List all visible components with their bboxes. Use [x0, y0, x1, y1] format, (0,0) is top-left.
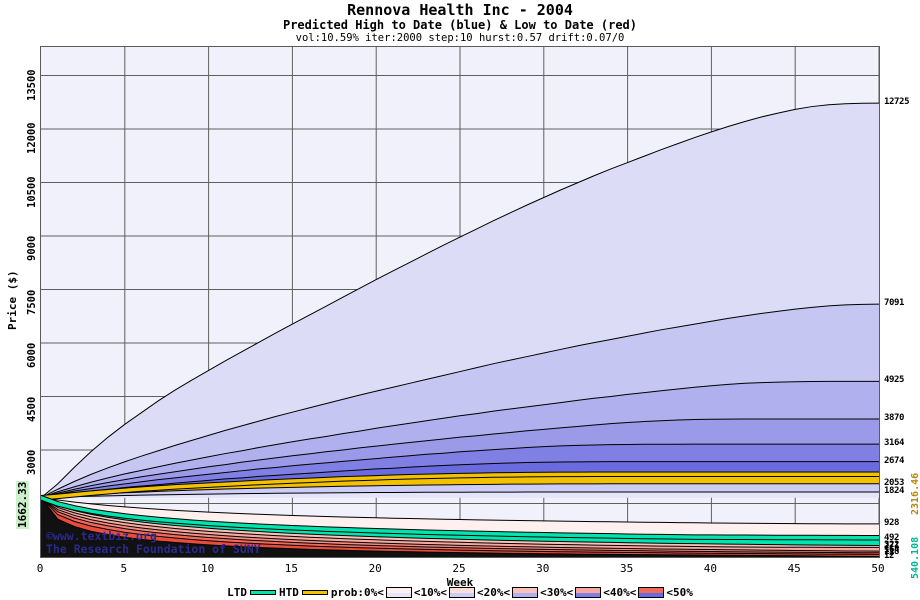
x-tick-35: 35: [619, 562, 634, 575]
y-tick-6000: 6000: [26, 342, 38, 368]
legend-bin-2: <20%<: [476, 586, 511, 599]
end-label-high_p10: 7091: [884, 298, 905, 309]
y-tick-7500: 7500: [26, 289, 38, 315]
x-tick-20: 20: [368, 562, 382, 575]
ltd-value-label: 540.108: [910, 536, 920, 579]
end-label-high_p40: 3164: [884, 438, 905, 449]
legend-bin-5: <50%: [666, 586, 693, 599]
end-label-low_p80: 928: [884, 517, 900, 528]
y-tick-3000: 3000: [26, 449, 38, 475]
end-label-low_p10: 73: [884, 548, 895, 559]
legend-htd-swatch: [301, 590, 328, 595]
legend-swatch-3: [512, 587, 539, 598]
current-price-label: 1662.33: [16, 480, 29, 529]
end-label-low_p70: 492: [884, 533, 900, 544]
y-tick-4500: 4500: [26, 396, 38, 422]
legend-swatch-2: [448, 587, 475, 598]
y-tick-9000: 9000: [26, 235, 38, 262]
chart-title: Rennova Health Inc - 2004: [347, 1, 573, 19]
legend-htd-label: HTD: [279, 586, 299, 599]
y-tick-13500: 13500: [26, 68, 38, 101]
x-tick-30: 30: [536, 562, 550, 575]
x-tick-15: 15: [284, 562, 299, 575]
end-label-high_p30: 3870: [884, 412, 905, 423]
chart-subtitle: Predicted High to Date (blue) & Low to D…: [282, 18, 637, 32]
indicator-lines: [41, 471, 879, 541]
y-tick-12000: 12000: [26, 122, 38, 155]
x-tick-0: 0: [36, 562, 44, 575]
end-label-high_p80: 1824: [884, 485, 905, 496]
end-label-low_p05: 12: [884, 550, 895, 561]
chart-canvas: [41, 47, 879, 557]
legend-bin-3: <30%<: [540, 586, 574, 599]
band-outlines: [41, 102, 879, 557]
end-label-high_p20: 4925: [884, 375, 905, 386]
title-block: Rennova Health Inc - 2004 Predicted High…: [0, 2, 920, 44]
legend-bin-4: <40%<: [603, 586, 637, 599]
legend-swatch-4: [575, 587, 602, 598]
legend-ltd-swatch: [250, 590, 276, 595]
plot-area: [40, 46, 880, 558]
chart-parameters: vol:10.59% iter:2000 step:10 hurst:0.57 …: [295, 32, 625, 44]
end-label-low_p20: 118: [884, 546, 900, 557]
legend-ltd-label: LTD: [227, 586, 247, 599]
legend-bin-1: <10%<: [413, 586, 447, 599]
end-label-high_p05: 12725: [884, 97, 910, 108]
legend-swatch-5: [638, 587, 665, 598]
legend-swatch-1: [385, 587, 412, 598]
x-tick-5: 5: [120, 562, 128, 575]
y-tick-10500: 10500: [26, 175, 38, 208]
x-tick-50: 50: [871, 562, 885, 575]
end-label-high_p50: 2674: [884, 455, 905, 466]
x-tick-25: 25: [452, 562, 466, 575]
ltd-line: [41, 496, 879, 540]
end-label-low_p30: 164: [884, 545, 900, 556]
end-label-low_p50: 322: [884, 539, 900, 550]
y-axis-title: Price ($): [6, 270, 19, 330]
htd-value-label: 2316.46: [910, 473, 920, 516]
x-tick-45: 45: [787, 562, 801, 575]
chart-legend: LTD HTD prob:0%< <10%< <20%< <30%< <40%< <50%: [0, 586, 920, 599]
x-axis-title: Week: [446, 576, 474, 589]
x-tick-40: 40: [703, 562, 718, 575]
legend-prob-label: prob:0%<: [330, 586, 384, 599]
end-label-high_p70: 2053: [884, 477, 905, 488]
x-tick-10: 10: [200, 562, 215, 575]
htd-line: [41, 472, 879, 500]
end-label-low_p40: 271: [884, 541, 900, 552]
